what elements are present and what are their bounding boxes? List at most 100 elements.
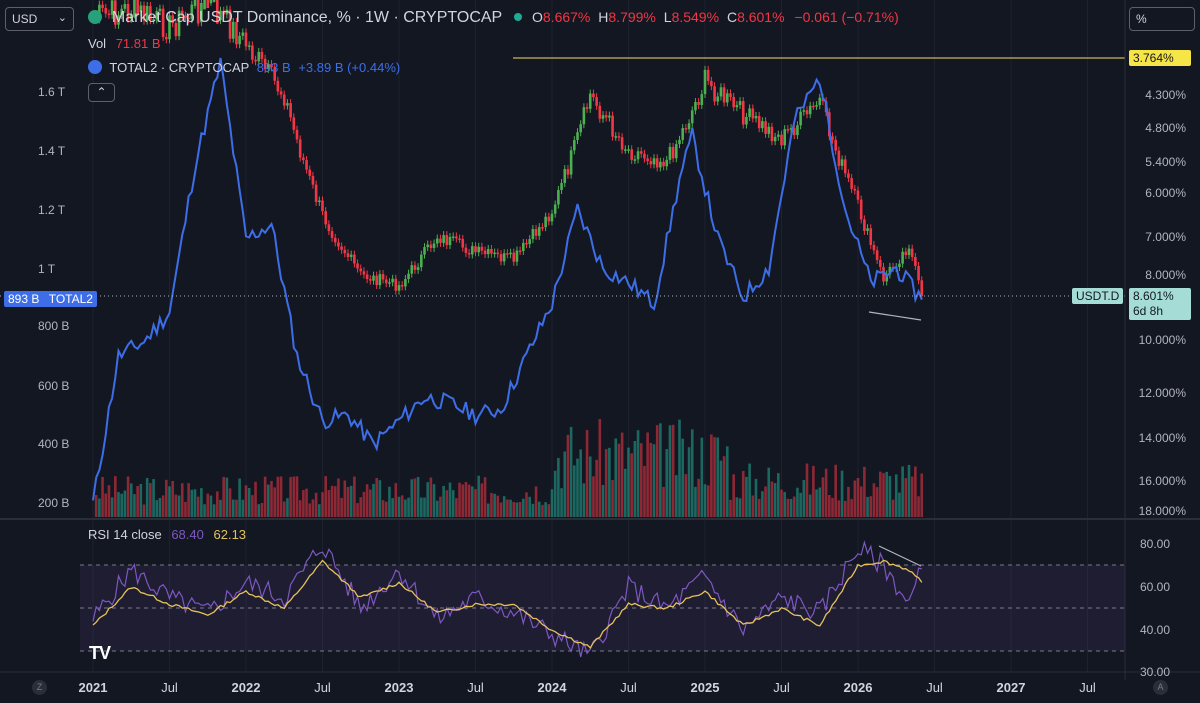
- candle-body: [129, 14, 133, 19]
- a-icon[interactable]: A: [1153, 680, 1168, 695]
- candle-body: [716, 96, 720, 102]
- candle-body: [496, 252, 500, 255]
- volume-bar: [675, 475, 678, 517]
- volume-bar: [719, 460, 723, 517]
- candle-body: [815, 105, 818, 107]
- volume-bar: [885, 471, 888, 517]
- candle-body: [595, 97, 598, 106]
- candle-body: [506, 253, 509, 255]
- candle-body: [544, 216, 547, 228]
- volume-bar: [537, 501, 541, 517]
- divergence-line-rsi[interactable]: [878, 545, 922, 567]
- volume-bar: [518, 501, 522, 517]
- overlay-legend[interactable]: TOTAL2 · CRYPTOCAP 893 B +3.89 B (+0.44%…: [88, 60, 400, 75]
- time-axis-tick: 2025: [691, 680, 720, 695]
- volume-bar: [302, 490, 305, 517]
- candle-body: [448, 236, 452, 246]
- volume-bar: [694, 486, 697, 517]
- candle-body: [442, 235, 445, 243]
- volume-bar: [576, 458, 579, 517]
- volume-bar: [588, 456, 592, 517]
- volume-legend[interactable]: Vol 71.81 B: [88, 36, 161, 51]
- candle-body: [282, 94, 286, 106]
- candle-body: [381, 274, 385, 280]
- symbol-title[interactable]: Market Cap USDT Dominance, % · 1W · CRYP…: [111, 9, 503, 26]
- candle-body: [123, 3, 127, 9]
- candle-body: [273, 67, 276, 81]
- volume-bar: [515, 502, 519, 517]
- candle-body: [777, 134, 780, 137]
- rsi-axis-tick: 40.00: [1140, 623, 1170, 637]
- volume-bar: [490, 492, 493, 517]
- total2-price-tag: 893 B TOTAL2: [4, 291, 97, 307]
- volume-bar: [174, 494, 178, 517]
- rsi-axis-ticks: 80.00 60.00 40.00 30.00: [1140, 537, 1170, 679]
- candle-body: [582, 107, 586, 125]
- market-status-icon: [514, 13, 523, 21]
- candle-body: [534, 229, 538, 236]
- volume-value: 71.81 B: [115, 36, 161, 51]
- volume-bar: [914, 466, 917, 517]
- volume-bar: [633, 441, 637, 517]
- candle-body: [435, 238, 439, 244]
- divergence-line-price[interactable]: [868, 311, 922, 321]
- volume-bar: [448, 482, 452, 517]
- candle-body: [907, 248, 911, 256]
- candle-body: [117, 15, 120, 25]
- volume-bar: [94, 495, 98, 517]
- candle-body: [678, 139, 681, 145]
- candle-body: [333, 237, 337, 243]
- candle-body: [270, 64, 273, 68]
- volume-bar: [321, 492, 324, 517]
- z-icon[interactable]: Z: [32, 680, 47, 695]
- volume-bar: [882, 473, 885, 517]
- volume-bar: [212, 504, 216, 517]
- volume-bar: [875, 487, 879, 517]
- candle-body: [745, 116, 748, 125]
- tether-logo-icon: [88, 10, 102, 24]
- volume-bar: [298, 500, 302, 517]
- candle-body: [455, 236, 458, 239]
- candle-body: [483, 250, 487, 255]
- rsi-value: 68.40: [171, 527, 204, 542]
- rsi-legend[interactable]: RSI 14 close 68.40 62.13: [88, 527, 246, 542]
- candle-body: [499, 254, 503, 262]
- volume-bar: [413, 478, 417, 517]
- candle-body: [598, 105, 602, 119]
- left-axis-tick: 600 B: [38, 379, 69, 393]
- candle-body: [101, 4, 104, 9]
- candle-body: [209, 0, 213, 4]
- candle-body: [110, 0, 114, 15]
- volume-bar: [754, 478, 758, 517]
- scale-select[interactable]: %: [1129, 7, 1195, 31]
- volume-bar: [853, 480, 857, 517]
- collapse-legend-button[interactable]: ⌃: [88, 83, 115, 102]
- high-label: H: [598, 9, 609, 25]
- candle-body: [608, 115, 611, 118]
- candle-body: [560, 183, 563, 191]
- candle-body: [165, 37, 168, 40]
- candle-body: [764, 121, 767, 134]
- volume-bar: [649, 442, 653, 517]
- right-axis-tick: 6.000%: [1145, 186, 1186, 200]
- volume-bar: [828, 494, 831, 517]
- resistance-level-tag: 3.764%: [1129, 50, 1191, 66]
- volume-bar: [917, 496, 920, 517]
- candle-body: [773, 136, 777, 142]
- volume-bar: [770, 481, 774, 517]
- candle-body: [751, 108, 755, 119]
- rsi-ma-value: 62.13: [213, 527, 247, 542]
- volume-bar: [435, 500, 439, 517]
- candle-body: [353, 254, 356, 264]
- volume-bar: [432, 484, 436, 517]
- volume-bar: [745, 476, 748, 517]
- candle-body: [611, 115, 614, 137]
- volume-bar: [592, 476, 595, 517]
- volume-bar: [729, 499, 732, 517]
- candle-body: [729, 93, 732, 97]
- candle-body: [330, 231, 334, 238]
- currency-select[interactable]: USD ⌄: [5, 7, 74, 31]
- candle-body: [722, 87, 726, 103]
- volume-bar: [308, 503, 312, 517]
